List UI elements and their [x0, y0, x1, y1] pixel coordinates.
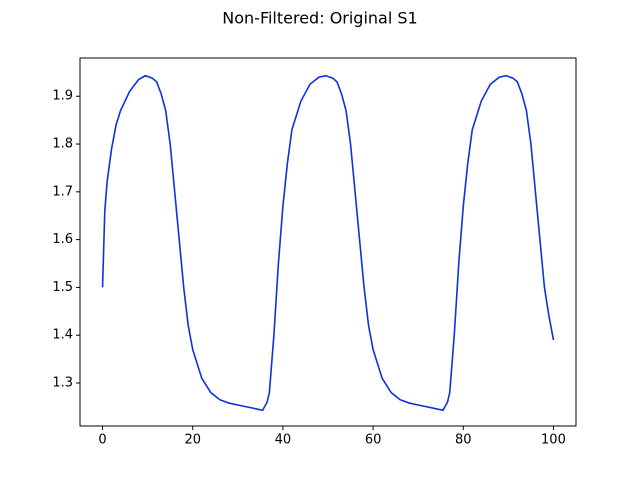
x-tick-label: 0	[98, 433, 106, 448]
plot-frame	[79, 57, 577, 427]
chart-title: Non-Filtered: Original S1	[222, 9, 417, 28]
y-tick-label: 1.5	[52, 280, 73, 295]
x-tick-label: 100	[541, 433, 566, 448]
x-tick-label: 60	[365, 433, 382, 448]
y-tick-label: 1.8	[52, 137, 73, 152]
y-tick-label: 1.9	[52, 89, 73, 104]
x-tick-label: 40	[275, 433, 292, 448]
data-line	[101, 74, 555, 412]
x-tick-label: 80	[455, 433, 472, 448]
x-tick-label: 20	[184, 433, 201, 448]
y-tick-label: 1.6	[52, 232, 73, 247]
y-tick-label: 1.7	[52, 184, 73, 199]
y-tick-label: 1.4	[52, 328, 73, 343]
y-tick-label: 1.3	[52, 375, 73, 390]
